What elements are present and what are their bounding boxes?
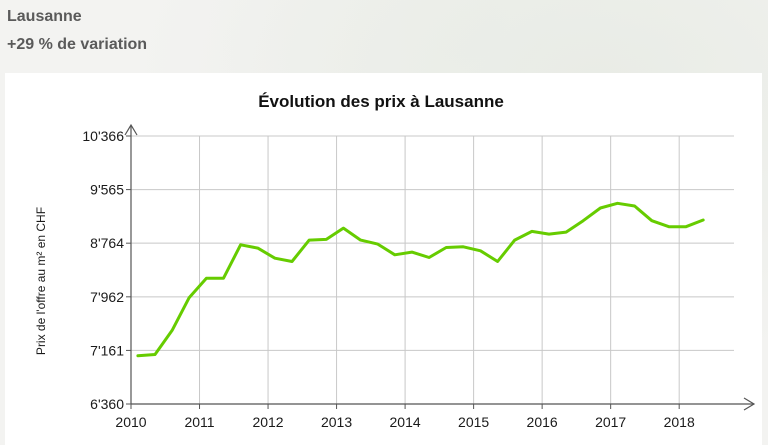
x-tick-label: 2013	[321, 414, 352, 430]
y-tick-label: 10'366	[82, 128, 124, 144]
chart-title: Évolution des prix à Lausanne	[258, 92, 504, 111]
x-tick-label: 2016	[527, 414, 558, 430]
x-tick-label: 2011	[184, 414, 214, 430]
y-tick-label: 9'565	[90, 182, 124, 198]
header: Lausanne +29 % de variation	[7, 6, 147, 55]
y-tick-label: 7'161	[90, 342, 124, 358]
y-tick-label: 8'764	[90, 235, 124, 251]
x-axis-arrow	[743, 397, 756, 411]
y-axis-arrow	[124, 123, 138, 136]
chart-card: Évolution des prix à Lausanne 10'366 9'56…	[5, 73, 762, 445]
x-tick-label: 2018	[664, 414, 695, 430]
y-axis-label: Prix de l'offre au m² en CHF	[34, 207, 48, 355]
x-tick-label: 2017	[595, 414, 626, 430]
x-tick-label: 2010	[115, 414, 146, 430]
city-name: Lausanne	[7, 8, 82, 25]
grid	[131, 135, 734, 404]
y-axis-ticks: 10'366 9'565 8'764 7'962 7'161 6'360	[82, 128, 131, 412]
x-tick-label: 2014	[390, 414, 421, 430]
price-chart: Évolution des prix à Lausanne 10'366 9'56…	[34, 92, 756, 430]
x-tick-label: 2015	[458, 414, 489, 430]
y-tick-label: 7'962	[90, 289, 124, 305]
series-group	[136, 201, 705, 358]
x-tick-label: 2012	[252, 414, 283, 430]
y-tick-label: 6'360	[90, 396, 124, 412]
price-series-line	[136, 201, 705, 358]
x-axis-ticks: 2010 2011 2012 2013 2014 2015 2016 2017 2018	[115, 404, 695, 430]
price-variation: +29 % de variation	[7, 36, 148, 53]
axes	[124, 123, 756, 411]
